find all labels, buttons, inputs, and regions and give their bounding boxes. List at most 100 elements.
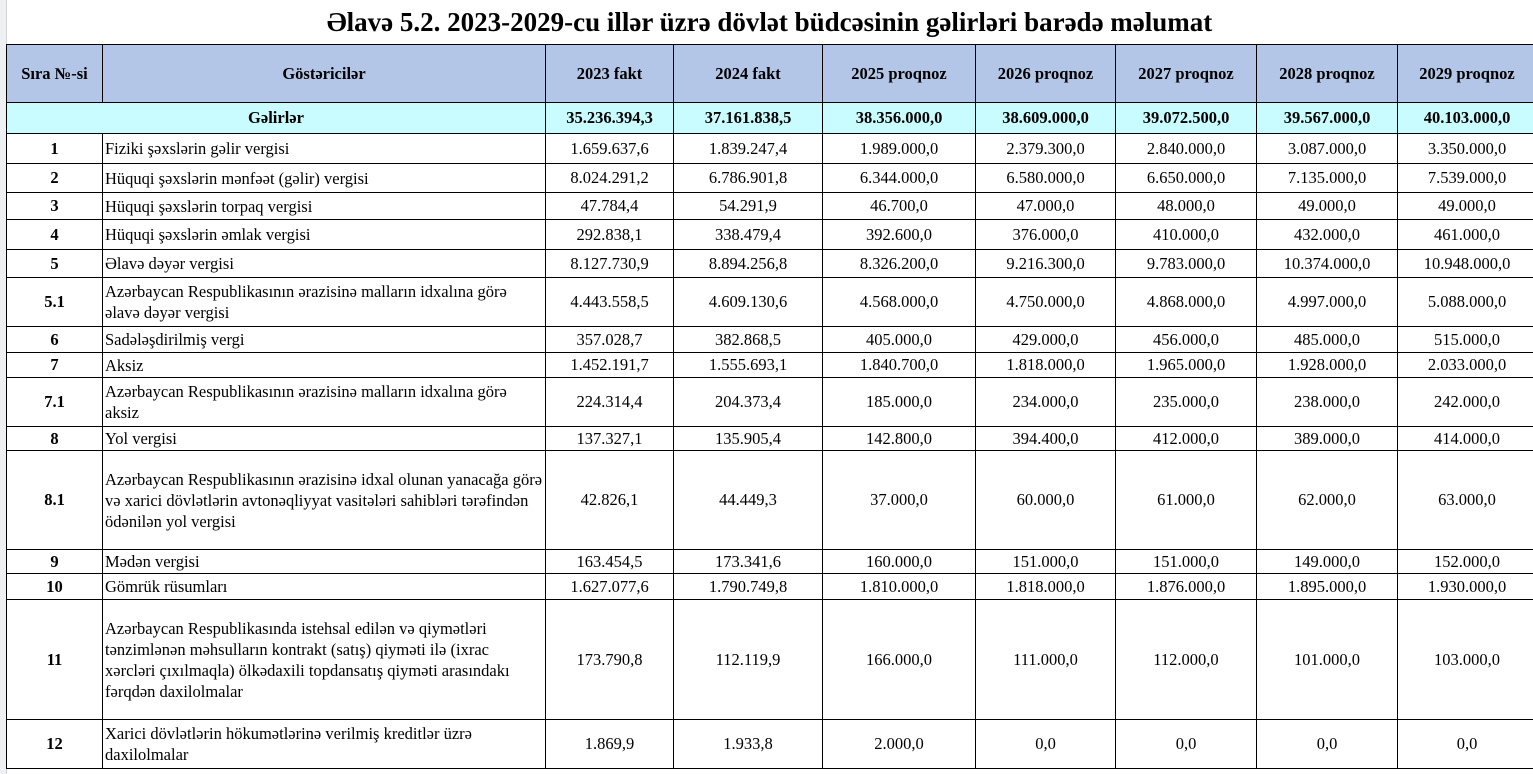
- value-cell[interactable]: 135.905,4: [673, 426, 823, 451]
- value-cell[interactable]: 8.024.291,2: [545, 163, 674, 193]
- row-number[interactable]: 7: [6, 352, 103, 378]
- value-cell[interactable]: 485.000,0: [1256, 326, 1398, 353]
- value-cell[interactable]: 414.000,0: [1397, 426, 1533, 451]
- value-cell[interactable]: 49.000,0: [1256, 192, 1398, 220]
- indicator-name[interactable]: Yol vergisi: [102, 426, 546, 451]
- value-cell[interactable]: 101.000,0: [1256, 599, 1398, 720]
- value-cell[interactable]: 1.810.000,0: [822, 573, 976, 600]
- row-number[interactable]: 3: [6, 192, 103, 220]
- value-cell[interactable]: 1.933,8: [673, 719, 823, 769]
- row-number[interactable]: 1: [6, 133, 103, 164]
- total-cell[interactable]: 37.161.838,5: [673, 102, 823, 134]
- indicator-name[interactable]: Fiziki şəxslərin gəlir vergisi: [102, 133, 546, 164]
- value-cell[interactable]: 160.000,0: [822, 549, 976, 574]
- row-number[interactable]: 11: [6, 599, 103, 720]
- indicator-name[interactable]: Xarici dövlətlərin hökumətlərinə verilmi…: [102, 719, 546, 769]
- value-cell[interactable]: 4.609.130,6: [673, 277, 823, 327]
- indicator-name[interactable]: Gömrük rüsumları: [102, 573, 546, 600]
- value-cell[interactable]: 1.452.191,7: [545, 352, 674, 378]
- value-cell[interactable]: 1.818.000,0: [975, 573, 1116, 600]
- value-cell[interactable]: 2.840.000,0: [1115, 133, 1257, 164]
- value-cell[interactable]: 394.400,0: [975, 426, 1116, 451]
- value-cell[interactable]: 410.000,0: [1115, 219, 1257, 250]
- value-cell[interactable]: 292.838,1: [545, 219, 674, 250]
- value-cell[interactable]: 357.028,7: [545, 326, 674, 353]
- indicator-name[interactable]: Əlavə dəyər vergisi: [102, 249, 546, 278]
- value-cell[interactable]: 6.344.000,0: [822, 163, 976, 193]
- value-cell[interactable]: 112.000,0: [1115, 599, 1257, 720]
- value-cell[interactable]: 48.000,0: [1115, 192, 1257, 220]
- value-cell[interactable]: 432.000,0: [1256, 219, 1398, 250]
- value-cell[interactable]: 163.454,5: [545, 549, 674, 574]
- value-cell[interactable]: 0,0: [1397, 719, 1533, 769]
- value-cell[interactable]: 0,0: [1115, 719, 1257, 769]
- value-cell[interactable]: 1.839.247,4: [673, 133, 823, 164]
- value-cell[interactable]: 7.539.000,0: [1397, 163, 1533, 193]
- value-cell[interactable]: 166.000,0: [822, 599, 976, 720]
- value-cell[interactable]: 1.818.000,0: [975, 352, 1116, 378]
- value-cell[interactable]: 185.000,0: [822, 377, 976, 427]
- row-number[interactable]: 12: [6, 719, 103, 769]
- indicator-name[interactable]: Azərbaycan Respublikasında istehsal edil…: [102, 599, 546, 720]
- column-header[interactable]: Göstəricilər: [102, 44, 546, 103]
- value-cell[interactable]: 1.930.000,0: [1397, 573, 1533, 600]
- value-cell[interactable]: 1.659.637,6: [545, 133, 674, 164]
- value-cell[interactable]: 2.000,0: [822, 719, 976, 769]
- indicator-name[interactable]: Aksiz: [102, 352, 546, 378]
- row-number[interactable]: 6: [6, 326, 103, 353]
- value-cell[interactable]: 392.600,0: [822, 219, 976, 250]
- value-cell[interactable]: 9.216.300,0: [975, 249, 1116, 278]
- total-cell[interactable]: 40.103.000,0: [1397, 102, 1533, 134]
- value-cell[interactable]: 37.000,0: [822, 450, 976, 550]
- value-cell[interactable]: 4.997.000,0: [1256, 277, 1398, 327]
- value-cell[interactable]: 1.869,9: [545, 719, 674, 769]
- value-cell[interactable]: 10.374.000,0: [1256, 249, 1398, 278]
- value-cell[interactable]: 1.790.749,8: [673, 573, 823, 600]
- value-cell[interactable]: 461.000,0: [1397, 219, 1533, 250]
- row-number[interactable]: 9: [6, 549, 103, 574]
- value-cell[interactable]: 389.000,0: [1256, 426, 1398, 451]
- value-cell[interactable]: 152.000,0: [1397, 549, 1533, 574]
- value-cell[interactable]: 54.291,9: [673, 192, 823, 220]
- value-cell[interactable]: 6.786.901,8: [673, 163, 823, 193]
- value-cell[interactable]: 405.000,0: [822, 326, 976, 353]
- indicator-name[interactable]: Azərbaycan Respublikasının ərazisinə mal…: [102, 277, 546, 327]
- value-cell[interactable]: 151.000,0: [1115, 549, 1257, 574]
- total-cell[interactable]: 35.236.394,3: [545, 102, 674, 134]
- value-cell[interactable]: 8.127.730,9: [545, 249, 674, 278]
- column-header[interactable]: 2029 proqnoz: [1397, 44, 1533, 103]
- value-cell[interactable]: 4.868.000,0: [1115, 277, 1257, 327]
- value-cell[interactable]: 234.000,0: [975, 377, 1116, 427]
- indicator-name[interactable]: Hüquqi şəxslərin torpaq vergisi: [102, 192, 546, 220]
- value-cell[interactable]: 1.840.700,0: [822, 352, 976, 378]
- row-number[interactable]: 5.1: [6, 277, 103, 327]
- column-header[interactable]: 2024 fakt: [673, 44, 823, 103]
- value-cell[interactable]: 4.750.000,0: [975, 277, 1116, 327]
- value-cell[interactable]: 63.000,0: [1397, 450, 1533, 550]
- value-cell[interactable]: 103.000,0: [1397, 599, 1533, 720]
- row-number[interactable]: 8.1: [6, 450, 103, 550]
- value-cell[interactable]: 1.895.000,0: [1256, 573, 1398, 600]
- value-cell[interactable]: 376.000,0: [975, 219, 1116, 250]
- value-cell[interactable]: 149.000,0: [1256, 549, 1398, 574]
- column-header[interactable]: 2026 proqnoz: [975, 44, 1116, 103]
- value-cell[interactable]: 3.350.000,0: [1397, 133, 1533, 164]
- total-cell[interactable]: 39.567.000,0: [1256, 102, 1398, 134]
- value-cell[interactable]: 62.000,0: [1256, 450, 1398, 550]
- value-cell[interactable]: 2.033.000,0: [1397, 352, 1533, 378]
- value-cell[interactable]: 42.826,1: [545, 450, 674, 550]
- indicator-name[interactable]: Azərbaycan Respublikasının ərazisinə mal…: [102, 377, 546, 427]
- value-cell[interactable]: 8.894.256,8: [673, 249, 823, 278]
- value-cell[interactable]: 137.327,1: [545, 426, 674, 451]
- value-cell[interactable]: 47.000,0: [975, 192, 1116, 220]
- value-cell[interactable]: 112.119,9: [673, 599, 823, 720]
- value-cell[interactable]: 412.000,0: [1115, 426, 1257, 451]
- value-cell[interactable]: 111.000,0: [975, 599, 1116, 720]
- value-cell[interactable]: 46.700,0: [822, 192, 976, 220]
- column-header[interactable]: 2023 fakt: [545, 44, 674, 103]
- value-cell[interactable]: 44.449,3: [673, 450, 823, 550]
- row-number[interactable]: 10: [6, 573, 103, 600]
- value-cell[interactable]: 5.088.000,0: [1397, 277, 1533, 327]
- row-number[interactable]: 5: [6, 249, 103, 278]
- indicator-name[interactable]: Mədən vergisi: [102, 549, 546, 574]
